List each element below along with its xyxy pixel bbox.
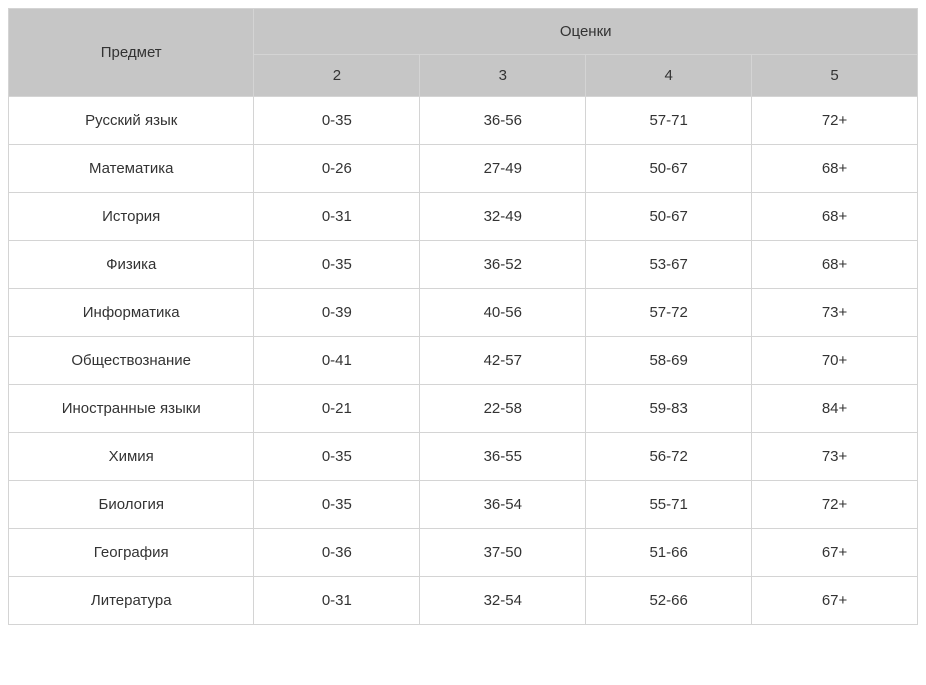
header-grade-2: 2 bbox=[254, 55, 420, 97]
cell-subject: Обществознание bbox=[9, 337, 254, 385]
table-row: Математика0-2627-4950-6768+ bbox=[9, 145, 918, 193]
cell-grade: 0-35 bbox=[254, 433, 420, 481]
table-row: Литература0-3132-5452-6667+ bbox=[9, 577, 918, 625]
cell-subject: Информатика bbox=[9, 289, 254, 337]
cell-grade: 22-58 bbox=[420, 385, 586, 433]
header-grade-4: 4 bbox=[586, 55, 752, 97]
grades-table-container: Предмет Оценки 2 3 4 5 Русский язык0-353… bbox=[8, 8, 918, 625]
cell-grade: 67+ bbox=[752, 577, 918, 625]
cell-subject: Математика bbox=[9, 145, 254, 193]
cell-grade: 50-67 bbox=[586, 145, 752, 193]
cell-grade: 73+ bbox=[752, 289, 918, 337]
cell-grade: 67+ bbox=[752, 529, 918, 577]
cell-grade: 0-26 bbox=[254, 145, 420, 193]
cell-grade: 56-72 bbox=[586, 433, 752, 481]
cell-grade: 72+ bbox=[752, 97, 918, 145]
cell-subject: Биология bbox=[9, 481, 254, 529]
table-row: История0-3132-4950-6768+ bbox=[9, 193, 918, 241]
cell-grade: 32-54 bbox=[420, 577, 586, 625]
cell-subject: Химия bbox=[9, 433, 254, 481]
table-row: Русский язык0-3536-5657-7172+ bbox=[9, 97, 918, 145]
cell-grade: 58-69 bbox=[586, 337, 752, 385]
cell-grade: 72+ bbox=[752, 481, 918, 529]
header-subject: Предмет bbox=[9, 9, 254, 97]
cell-grade: 52-66 bbox=[586, 577, 752, 625]
table-header: Предмет Оценки 2 3 4 5 bbox=[9, 9, 918, 97]
cell-grade: 0-35 bbox=[254, 97, 420, 145]
cell-grade: 37-50 bbox=[420, 529, 586, 577]
table-row: Информатика0-3940-5657-7273+ bbox=[9, 289, 918, 337]
cell-grade: 57-71 bbox=[586, 97, 752, 145]
cell-grade: 0-31 bbox=[254, 193, 420, 241]
cell-grade: 59-83 bbox=[586, 385, 752, 433]
cell-grade: 42-57 bbox=[420, 337, 586, 385]
cell-subject: История bbox=[9, 193, 254, 241]
table-row: Иностранные языки0-2122-5859-8384+ bbox=[9, 385, 918, 433]
cell-grade: 68+ bbox=[752, 193, 918, 241]
table-row: Химия0-3536-5556-7273+ bbox=[9, 433, 918, 481]
cell-grade: 40-56 bbox=[420, 289, 586, 337]
header-row-1: Предмет Оценки bbox=[9, 9, 918, 55]
header-grades: Оценки bbox=[254, 9, 918, 55]
cell-grade: 70+ bbox=[752, 337, 918, 385]
cell-grade: 0-21 bbox=[254, 385, 420, 433]
cell-grade: 36-56 bbox=[420, 97, 586, 145]
cell-grade: 0-36 bbox=[254, 529, 420, 577]
cell-grade: 27-49 bbox=[420, 145, 586, 193]
cell-grade: 57-72 bbox=[586, 289, 752, 337]
cell-subject: Иностранные языки bbox=[9, 385, 254, 433]
cell-grade: 68+ bbox=[752, 145, 918, 193]
table-row: Физика0-3536-5253-6768+ bbox=[9, 241, 918, 289]
header-grade-3: 3 bbox=[420, 55, 586, 97]
cell-grade: 0-35 bbox=[254, 241, 420, 289]
cell-grade: 51-66 bbox=[586, 529, 752, 577]
table-row: Обществознание0-4142-5758-6970+ bbox=[9, 337, 918, 385]
cell-grade: 55-71 bbox=[586, 481, 752, 529]
table-body: Русский язык0-3536-5657-7172+Математика0… bbox=[9, 97, 918, 625]
cell-subject: География bbox=[9, 529, 254, 577]
cell-grade: 36-52 bbox=[420, 241, 586, 289]
grades-table: Предмет Оценки 2 3 4 5 Русский язык0-353… bbox=[8, 8, 918, 625]
header-grade-5: 5 bbox=[752, 55, 918, 97]
table-row: География0-3637-5051-6667+ bbox=[9, 529, 918, 577]
cell-grade: 36-55 bbox=[420, 433, 586, 481]
cell-grade: 73+ bbox=[752, 433, 918, 481]
table-row: Биология0-3536-5455-7172+ bbox=[9, 481, 918, 529]
cell-grade: 0-39 bbox=[254, 289, 420, 337]
cell-grade: 84+ bbox=[752, 385, 918, 433]
cell-grade: 0-41 bbox=[254, 337, 420, 385]
cell-grade: 53-67 bbox=[586, 241, 752, 289]
cell-grade: 68+ bbox=[752, 241, 918, 289]
cell-grade: 36-54 bbox=[420, 481, 586, 529]
cell-subject: Литература bbox=[9, 577, 254, 625]
cell-grade: 0-31 bbox=[254, 577, 420, 625]
cell-grade: 50-67 bbox=[586, 193, 752, 241]
cell-subject: Физика bbox=[9, 241, 254, 289]
cell-grade: 32-49 bbox=[420, 193, 586, 241]
cell-subject: Русский язык bbox=[9, 97, 254, 145]
cell-grade: 0-35 bbox=[254, 481, 420, 529]
